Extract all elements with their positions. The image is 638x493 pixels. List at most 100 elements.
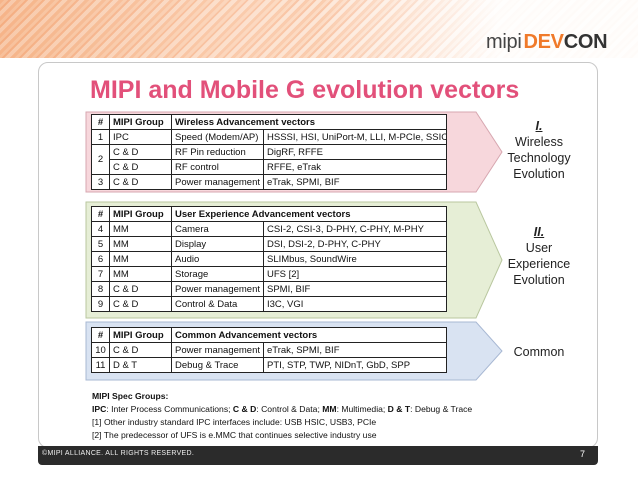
col-header-vectors: User Experience Advancement vectors — [170, 206, 448, 222]
table-row: 5 MM Display DSI, DSI-2, D-PHY, C-PHY — [91, 236, 448, 252]
col-header-group: MIPI Group — [109, 114, 172, 130]
row-specs: I3C, VGI — [262, 296, 448, 312]
copyright-text: ©MIPI ALLIANCE. ALL RIGHTS RESERVED. — [42, 450, 195, 457]
table-row: 2 C & D RF Pin reduction DigRF, RFFE — [91, 144, 448, 175]
table-row: 3 C & D Power management eTrak, SPMI, BI… — [91, 174, 448, 190]
slide-title: MIPI and Mobile G evolution vectors — [90, 76, 520, 104]
row-vector: RF control — [171, 159, 264, 175]
side-label-line: User — [525, 241, 553, 255]
logo-part-mipi: mipi — [486, 30, 522, 53]
row-vector: Debug & Trace — [171, 357, 264, 373]
row-vector: Storage — [171, 266, 264, 282]
logo-part-con: CON — [563, 30, 608, 53]
row-specs: SPMI, BIF — [262, 281, 448, 297]
table-row: 6 MM Audio SLIMbus, SoundWire — [91, 251, 448, 267]
row-group: MM — [109, 266, 172, 282]
side-label-line: Experience — [507, 257, 571, 271]
row-specs: CSI-2, CSI-3, D-PHY, C-PHY, M-PHY — [262, 221, 448, 237]
side-label-line: Technology — [507, 151, 571, 165]
group-abbr: D & T — [387, 404, 411, 414]
col-header-number: # — [91, 206, 110, 222]
row-specs: RFFE, eTrak — [262, 159, 448, 175]
row-number: 3 — [91, 174, 110, 190]
row-group: MM — [109, 251, 172, 267]
row-number: 10 — [91, 342, 110, 358]
group-desc: : Inter Process Communications; — [106, 404, 233, 414]
notes-heading: MIPI Spec Groups: — [92, 391, 169, 401]
row-group: C & D — [109, 296, 172, 312]
row-number: 11 — [91, 357, 110, 373]
side-label-wireless: I. Wireless Technology Evolution — [504, 118, 574, 182]
row-vector: Display — [171, 236, 264, 252]
col-header-group: MIPI Group — [109, 327, 172, 343]
footer-bar — [38, 446, 598, 465]
row-group: D & T — [109, 357, 172, 373]
footnote-2: [2] The predecessor of UFS is e.MMC that… — [92, 430, 377, 440]
table-row: 10 C & D Power management eTrak, SPMI, B… — [91, 342, 447, 358]
ux-table: # MIPI Group User Experience Advancement… — [91, 206, 448, 312]
side-label-line: Evolution — [513, 167, 565, 181]
row-specs: eTrak, SPMI, BIF — [263, 342, 447, 358]
row-group: C & D — [109, 159, 172, 175]
row-number: 7 — [91, 266, 110, 282]
row-group: IPC — [109, 129, 172, 145]
table-header-row: # MIPI Group User Experience Advancement… — [91, 206, 448, 222]
table-row: 8 C & D Power management SPMI, BIF — [91, 281, 448, 297]
row-vector: Audio — [171, 251, 264, 267]
table-row: 1 IPC Speed (Modem/AP) HSSSI, HSI, UniPo… — [91, 129, 448, 145]
table-row: 7 MM Storage UFS [2] — [91, 266, 448, 282]
row-group: C & D — [109, 342, 172, 358]
side-label-line: Common — [513, 345, 565, 359]
row-specs: UFS [2] — [262, 266, 448, 282]
row-specs: SLIMbus, SoundWire — [262, 251, 448, 267]
col-header-number: # — [91, 327, 110, 343]
row-number: 9 — [91, 296, 110, 312]
table-row: 11 D & T Debug & Trace PTI, STP, TWP, NI… — [91, 357, 447, 373]
col-header-vectors: Common Advancement vectors — [171, 327, 447, 343]
col-header-vectors: Wireless Advancement vectors — [170, 114, 448, 130]
row-vector: Power management — [171, 174, 264, 190]
row-number: 5 — [91, 236, 110, 252]
group-desc: : Control & Data; — [256, 404, 323, 414]
table-row: 4 MM Camera CSI-2, CSI-3, D-PHY, C-PHY, … — [91, 221, 448, 237]
row-group: MM — [109, 221, 172, 237]
row-number: 2 — [91, 144, 110, 175]
notes-group-legend: IPC: Inter Process Communications; C & D… — [92, 403, 512, 416]
group-abbr: IPC — [92, 404, 107, 414]
row-vector: Speed (Modem/AP) — [171, 129, 264, 145]
common-table: # MIPI Group Common Advancement vectors … — [91, 327, 447, 373]
row-number: 1 — [91, 129, 110, 145]
row-group: C & D — [109, 144, 172, 160]
side-label-ux: II. User Experience Evolution — [502, 224, 576, 288]
footnote-1: [1] Other industry standard IPC interfac… — [92, 417, 377, 427]
spec-group-notes: MIPI Spec Groups: IPC: Inter Process Com… — [92, 390, 512, 442]
row-number: 8 — [91, 281, 110, 297]
row-number: 6 — [91, 251, 110, 267]
wireless-table: # MIPI Group Wireless Advancement vector… — [91, 114, 448, 190]
page-number: 7 — [580, 449, 586, 459]
row-vector: Power management — [171, 281, 264, 297]
group-abbr: MM — [322, 404, 337, 414]
side-label-common: Common — [502, 344, 576, 360]
table-row: 9 C & D Control & Data I3C, VGI — [91, 296, 448, 312]
row-number: 4 — [91, 221, 110, 237]
side-label-line: Evolution — [513, 273, 565, 287]
group-abbr: C & D — [232, 404, 257, 414]
row-vector: RF Pin reduction — [171, 144, 264, 160]
row-group: C & D — [109, 281, 172, 297]
table-row: C & D RF control RFFE, eTrak — [92, 159, 448, 175]
col-header-number: # — [91, 114, 110, 130]
row-specs: HSSSI, HSI, UniPort-M, LLI, M-PCIe, SSIC… — [262, 129, 448, 145]
side-label-line: Wireless — [515, 135, 563, 149]
row-specs: eTrak, SPMI, BIF — [262, 174, 448, 190]
row-specs: DSI, DSI-2, D-PHY, C-PHY — [262, 236, 448, 252]
side-label-roman: I. — [535, 119, 543, 133]
row-specs: DigRF, RFFE — [262, 144, 448, 160]
row-group: C & D — [109, 174, 172, 190]
group-desc: : Debug & Trace — [410, 404, 473, 414]
logo-part-dev: DEV — [523, 30, 564, 53]
header-banner-fade — [0, 0, 638, 58]
group-desc: : Multimedia; — [336, 404, 388, 414]
row-vector: Power management — [171, 342, 264, 358]
mipi-devcon-logo: mipi DEV CON — [486, 30, 608, 54]
